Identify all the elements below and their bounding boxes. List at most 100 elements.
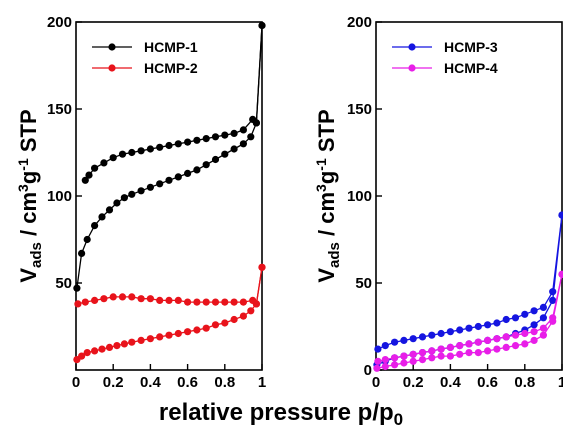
- left-series-2-desorption-point: [118, 293, 127, 301]
- left-series-1-desorption-point: [202, 135, 210, 143]
- right-series-2-adsorption-point: [373, 364, 381, 372]
- left-series-2-desorption-point: [74, 300, 82, 308]
- left-x-tick-label: 0.4: [140, 374, 162, 391]
- left-series-2-adsorption-point: [247, 307, 255, 315]
- left-series-2-adsorption-point: [137, 336, 145, 344]
- right-series-1-desorption-point: [418, 333, 427, 341]
- left-series-2-desorption-point: [128, 293, 136, 301]
- left-series-2-adsorption-point: [202, 324, 210, 332]
- right-series-2-adsorption-point: [484, 347, 492, 355]
- left-series-2-desorption-point: [193, 298, 201, 306]
- left-series-2-adsorption-point: [128, 338, 136, 346]
- left-series-2-desorption-point: [174, 296, 182, 304]
- left-series-1-desorption-point: [258, 21, 266, 30]
- right-series-2-adsorption-point: [465, 349, 473, 357]
- right-series-2-desorption-point: [539, 324, 548, 332]
- left-ylabel-main: V: [16, 268, 41, 283]
- right-series-2-desorption-point: [400, 352, 408, 360]
- right-legend-marker: [408, 64, 416, 72]
- right-series-2-adsorption-point: [418, 356, 427, 364]
- left-series-1-adsorption-point: [78, 249, 86, 257]
- right-series-2-desorption-point: [446, 343, 454, 351]
- right-legend-label: HCMP-4: [444, 60, 498, 76]
- right-series-2-adsorption-point: [502, 343, 510, 351]
- left-y-tick-label: 150: [47, 101, 72, 118]
- left-legend-label: HCMP-1: [144, 39, 198, 55]
- right-series-2-desorption-point: [511, 331, 520, 339]
- left-series-1-desorption-point: [165, 141, 173, 150]
- left-series-1-adsorption-point: [91, 222, 99, 230]
- right-series-2-adsorption-point: [539, 331, 548, 339]
- left-series-2-adsorption-point: [105, 343, 114, 351]
- left-x-tick-label: 0: [72, 374, 80, 391]
- right-series-2-adsorption-point: [511, 342, 520, 350]
- right-series-2-adsorption-point: [456, 350, 464, 358]
- left-series-1-adsorption-point: [221, 150, 229, 158]
- left-series-2-desorption-point: [137, 295, 145, 303]
- right-series-1-desorption-point: [400, 336, 408, 344]
- right-y-tick-label: 0: [364, 362, 372, 379]
- right-y-tick-label: 50: [355, 275, 372, 292]
- left-series-2-desorption-point: [184, 298, 192, 306]
- right-series-2-desorption-point: [409, 350, 417, 358]
- left-series-2-desorption-point: [165, 296, 173, 304]
- left-series-1-desorption-point: [193, 136, 201, 144]
- left-ylabel-sup2: -1: [15, 158, 31, 171]
- left-series-2-desorption-point: [230, 298, 238, 306]
- right-series-2-adsorption-point: [391, 361, 399, 369]
- left-series-2-adsorption-point: [165, 331, 173, 339]
- left-series-2-adsorption-point: [211, 321, 220, 329]
- right-series-2-adsorption-point: [530, 336, 538, 344]
- right-series-1-desorption-point: [511, 314, 520, 322]
- left-series-1-adsorption-point: [83, 235, 91, 244]
- left-series-2-adsorption-point: [239, 312, 247, 320]
- right-ylabel-sup2: -1: [313, 158, 329, 171]
- right-x-tick-label: 1: [558, 374, 563, 391]
- right-x-tick-label: 0: [372, 374, 380, 391]
- left-series-1-adsorption-point: [174, 173, 182, 181]
- right-y-tick-label: 200: [347, 14, 372, 31]
- left-series-2-desorption-point: [156, 296, 164, 304]
- right-series-1-desorption-point: [549, 288, 557, 296]
- left-series-1-desorption-point: [249, 115, 257, 123]
- left-series-group: [73, 21, 266, 364]
- right-x-tick-label: 0.2: [403, 374, 424, 391]
- right-y-axis-label: Vads / cm3g-1 STP: [313, 109, 343, 282]
- left-series-1-desorption-point: [85, 171, 93, 179]
- left-series-1-desorption-point: [100, 159, 108, 167]
- right-series-2-adsorption-point: [437, 352, 445, 360]
- left-series-2-desorption-point: [258, 263, 266, 271]
- left-ylabel-tail: STP: [16, 109, 41, 158]
- right-series-2-desorption-line: [377, 274, 563, 362]
- left-y-tick-label: 50: [55, 275, 72, 292]
- right-ylabel-main: V: [314, 268, 339, 283]
- right-series-2-adsorption-point: [474, 349, 482, 357]
- right-ylabel-mid2: g: [314, 171, 339, 184]
- left-series-2-adsorption-point: [221, 319, 229, 327]
- left-series-1-adsorption-point: [128, 190, 136, 198]
- left-series-2-adsorption-point: [120, 340, 128, 348]
- right-ylabel-sup1: 3: [313, 184, 329, 192]
- left-series-1-adsorption-point: [156, 180, 164, 188]
- right-series-2-adsorption-point: [381, 362, 389, 371]
- left-series-1-adsorption-point: [105, 206, 114, 214]
- left-series-2-adsorption-point: [91, 347, 99, 355]
- left-series-2-adsorption-point: [174, 329, 182, 338]
- right-series-1-desorption-point: [446, 328, 454, 336]
- left-ylabel-sup1: 3: [15, 184, 31, 192]
- right-series-1-desorption-point: [381, 342, 389, 350]
- left-x-tick-label: 0.6: [177, 374, 198, 391]
- left-series-1-desorption-point: [221, 131, 229, 139]
- left-series-1-desorption-point: [230, 129, 238, 137]
- left-legend-marker: [108, 64, 116, 72]
- left-series-1-desorption-line: [84, 25, 263, 181]
- right-series-2-desorption-point: [437, 345, 445, 353]
- left-series-1-adsorption-point: [98, 213, 106, 221]
- left-series-1-adsorption-point: [165, 176, 173, 184]
- left-series-1-desorption-point: [174, 140, 182, 148]
- right-y-tick-label: 100: [347, 188, 372, 205]
- right-series-2-desorption-point: [381, 356, 389, 364]
- left-series-2-adsorption-point: [78, 352, 86, 360]
- right-legend-label: HCMP-3: [444, 39, 498, 55]
